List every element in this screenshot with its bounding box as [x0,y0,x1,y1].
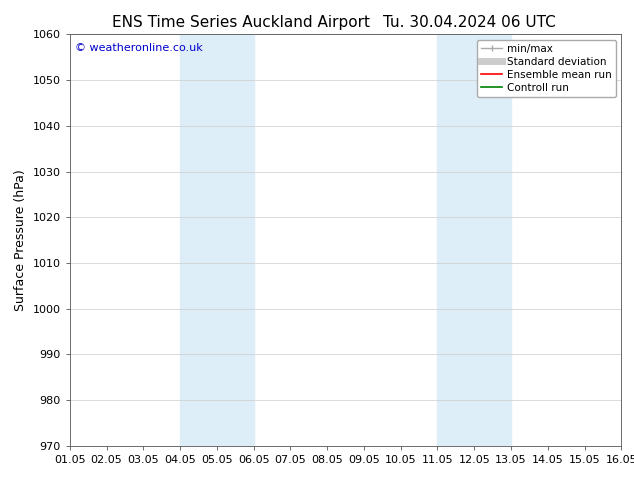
Text: © weatheronline.co.uk: © weatheronline.co.uk [75,43,203,52]
Legend: min/max, Standard deviation, Ensemble mean run, Controll run: min/max, Standard deviation, Ensemble me… [477,40,616,97]
Text: ENS Time Series Auckland Airport: ENS Time Series Auckland Airport [112,15,370,30]
Bar [180,34,254,446]
Y-axis label: Surface Pressure (hPa): Surface Pressure (hPa) [14,169,27,311]
Text: Tu. 30.04.2024 06 UTC: Tu. 30.04.2024 06 UTC [383,15,555,30]
Bar [437,34,511,446]
